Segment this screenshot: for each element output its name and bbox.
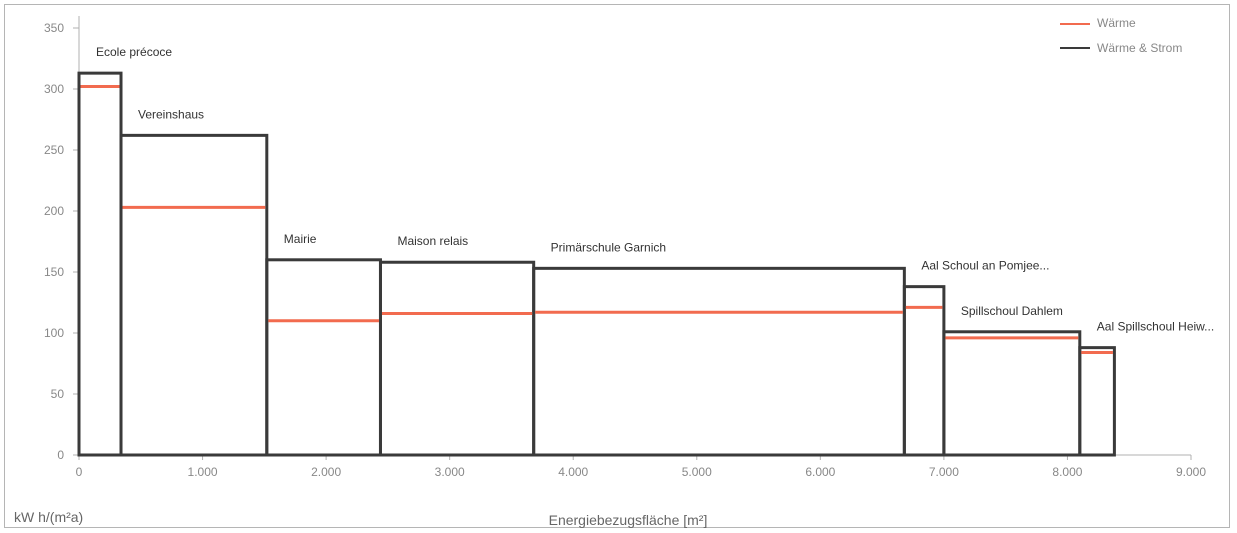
building-label: Mairie (284, 232, 317, 246)
x-tick-label: 4.000 (558, 465, 588, 479)
legend: Wärme Wärme & Strom (1060, 16, 1182, 55)
building-label: Spillschoul Dahlem (961, 304, 1063, 318)
building-label: Ecole précoce (96, 45, 172, 59)
y-tick-label: 100 (44, 326, 64, 340)
building-labels: Ecole précoce Vereinshaus Mairie Maison rel… (96, 45, 1214, 334)
y-axis: 0 50 100 150 200 250 300 350 (44, 16, 80, 462)
legend-waerme-strom-label: Wärme & Strom (1097, 41, 1182, 55)
building-label: Primärschule Garnich (551, 240, 666, 254)
bar-waerme-strom (119, 133, 269, 457)
bar-waerme-strom (378, 260, 536, 457)
bar-waerme-strom (532, 266, 906, 457)
legend-waerme-label: Wärme (1097, 16, 1136, 30)
bar-waerme-strom (265, 258, 382, 457)
y-tick-label: 250 (44, 143, 64, 157)
x-tick-label: 7.000 (929, 465, 959, 479)
waerme-lines (80, 85, 1113, 355)
building-label: Aal Schoul an Pomjee... (921, 259, 1049, 273)
chart-frame (4, 4, 1230, 528)
building-bars (77, 71, 1116, 457)
y-tick-label: 200 (44, 204, 64, 218)
building-label: Vereinshaus (138, 107, 204, 121)
building-label: Aal Spillschoul Heiw... (1097, 320, 1214, 334)
bar-waerme-strom (902, 285, 946, 457)
bar-waerme-strom (77, 71, 123, 457)
y-tick-label: 300 (44, 82, 64, 96)
x-axis-title: Energiebezugsfläche [m²] (549, 512, 708, 528)
x-tick-label: 1.000 (188, 465, 218, 479)
building-label: Maison relais (397, 234, 468, 248)
x-tick-label: 8.000 (1052, 465, 1082, 479)
y-tick-label: 50 (51, 387, 65, 401)
x-tick-label: 6.000 (805, 465, 835, 479)
x-tick-label: 5.000 (682, 465, 712, 479)
y-tick-label: 0 (57, 448, 64, 462)
x-tick-label: 0 (76, 465, 83, 479)
x-axis: 0 1.000 2.000 3.000 4.000 5.000 6.000 7.000 8.00… (76, 454, 1206, 479)
x-tick-label: 9.000 (1176, 465, 1206, 479)
x-tick-label: 3.000 (435, 465, 465, 479)
x-tick-label: 2.000 (311, 465, 341, 479)
y-tick-label: 350 (44, 21, 64, 35)
y-axis-title: kW h/(m²a) (14, 509, 83, 525)
y-tick-label: 150 (44, 265, 64, 279)
bar-waerme-strom (1078, 346, 1116, 457)
bar-waerme-strom (942, 330, 1082, 457)
